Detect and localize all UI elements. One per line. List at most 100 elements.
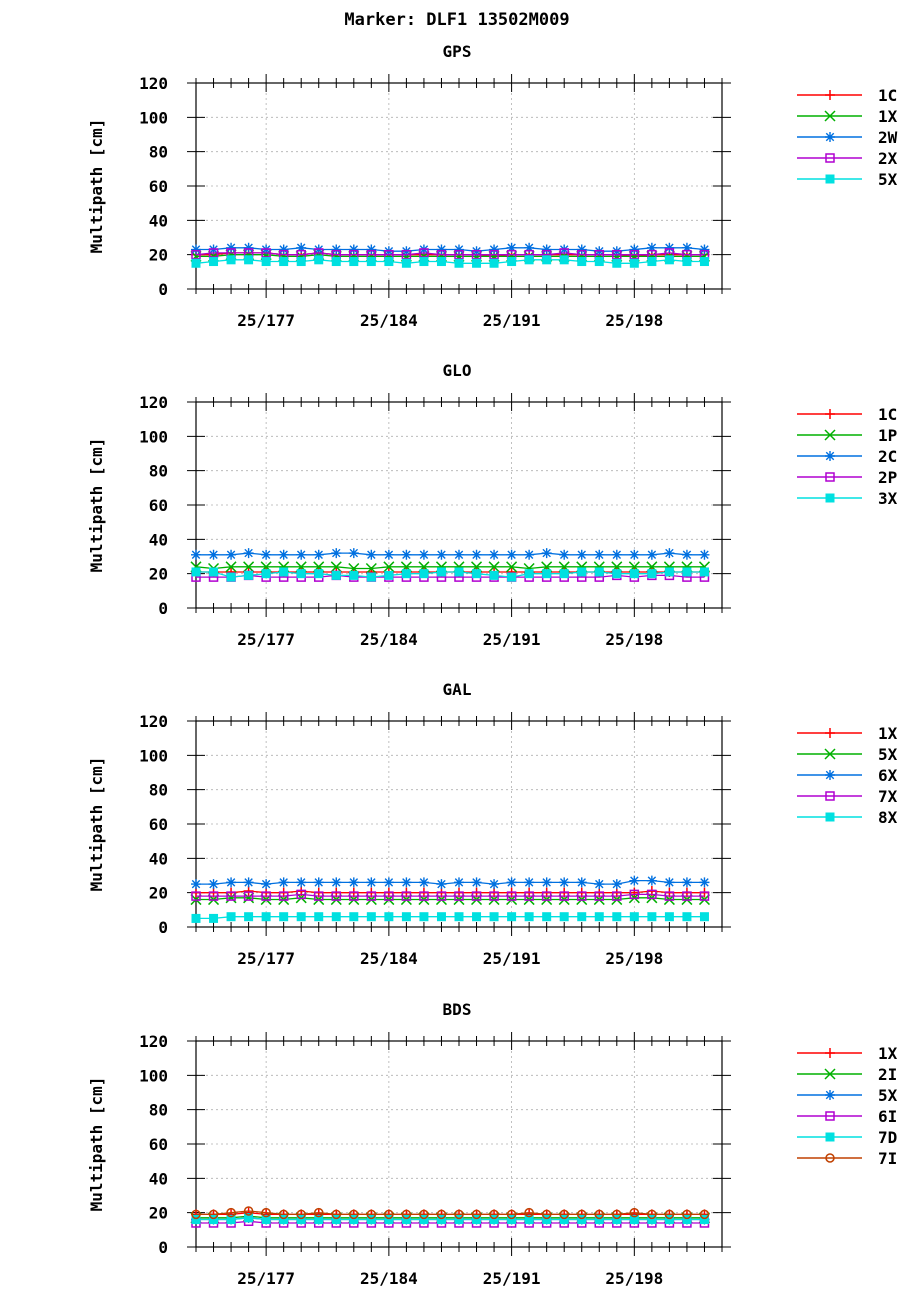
legend-label: 1X xyxy=(878,107,898,126)
data-point-6x xyxy=(646,875,657,886)
data-point-1p xyxy=(330,561,342,573)
data-point-2w xyxy=(524,242,535,253)
legend-label: 1X xyxy=(878,1044,898,1063)
data-point-7x xyxy=(366,891,377,901)
data-point-2w xyxy=(278,244,289,255)
data-point-7i xyxy=(612,1209,622,1220)
data-point-7x xyxy=(594,891,605,901)
data-point-7d xyxy=(629,1215,639,1225)
data-point-7i xyxy=(313,1207,324,1218)
legend-label: 6I xyxy=(878,1107,897,1126)
x-tick-label: 25/191 xyxy=(483,630,541,649)
data-point-5x xyxy=(577,257,587,267)
data-point-2x xyxy=(454,249,464,260)
data-point-7d xyxy=(331,1215,341,1225)
data-point-7d xyxy=(594,1215,604,1225)
data-point-5x xyxy=(191,258,201,268)
data-point-7d xyxy=(577,1215,587,1225)
data-point-6x xyxy=(541,877,552,888)
y-tick-label: 0 xyxy=(158,1238,168,1257)
data-point-6x xyxy=(506,877,517,888)
data-point-3x xyxy=(226,572,236,582)
data-point-3x xyxy=(559,569,569,579)
data-point-8x xyxy=(577,912,587,922)
x-tick-label: 25/198 xyxy=(605,311,663,330)
data-point-8x xyxy=(664,912,674,922)
data-point-7d xyxy=(507,1215,517,1225)
legend-marker xyxy=(825,812,835,822)
data-point-7d xyxy=(226,1215,236,1225)
series-line-2i xyxy=(196,1215,705,1219)
data-point-8x xyxy=(384,912,394,922)
data-point-2w xyxy=(348,244,359,255)
y-tick-label: 120 xyxy=(139,74,168,93)
data-point-1p xyxy=(488,561,500,573)
data-point-6x xyxy=(366,877,377,888)
data-point-2c xyxy=(418,549,429,560)
data-point-2x xyxy=(191,249,201,260)
data-point-3x xyxy=(699,567,709,577)
data-point-2w xyxy=(436,244,447,255)
panel-title: BDS xyxy=(443,1000,472,1019)
data-point-3x xyxy=(209,567,219,577)
data-point-7d xyxy=(542,1215,552,1225)
y-tick-label: 0 xyxy=(158,599,168,618)
x-tick-label: 25/184 xyxy=(360,1269,418,1288)
data-point-2x xyxy=(401,249,412,260)
data-point-5x xyxy=(401,258,411,268)
data-point-7i xyxy=(401,1209,412,1220)
data-point-2x xyxy=(471,249,482,260)
data-point-7d xyxy=(191,1215,201,1225)
y-axis-label: Multipath [cm] xyxy=(87,757,106,892)
data-point-7d xyxy=(472,1215,482,1225)
x-tick-label: 25/177 xyxy=(237,311,295,330)
data-point-6x xyxy=(296,877,307,888)
data-point-5x xyxy=(261,257,271,267)
data-point-8x xyxy=(191,913,201,923)
y-tick-label: 60 xyxy=(149,1135,168,1154)
data-point-7d xyxy=(261,1215,271,1225)
data-point-7d xyxy=(244,1213,254,1223)
data-point-1p xyxy=(383,561,395,573)
legend-marker xyxy=(824,1068,836,1080)
data-point-3x xyxy=(472,569,482,579)
data-point-7d xyxy=(349,1215,359,1225)
data-point-5x xyxy=(226,255,236,265)
data-point-8x xyxy=(349,912,359,922)
data-point-7i xyxy=(243,1206,254,1216)
legend-label: 7X xyxy=(878,787,898,806)
data-point-7i xyxy=(208,1209,219,1220)
x-tick-label: 25/191 xyxy=(483,311,541,330)
data-point-7d xyxy=(664,1215,674,1225)
data-point-7x xyxy=(313,891,324,901)
data-point-7x xyxy=(647,889,657,900)
legend-label: 1P xyxy=(878,426,897,445)
legend-marker xyxy=(825,409,835,419)
data-point-5x xyxy=(366,257,376,267)
legend-marker xyxy=(825,451,835,461)
data-point-7d xyxy=(401,1215,411,1225)
chart-panel-gps: GPS Multipath [cm] 0 20 40 60 80 100 120 25/177 25… xyxy=(87,42,898,330)
data-point-2c xyxy=(524,549,535,560)
legend-marker xyxy=(825,770,835,780)
data-point-2c xyxy=(261,549,272,560)
data-point-5x xyxy=(314,255,324,265)
data-point-7d xyxy=(296,1215,306,1225)
data-point-7d xyxy=(366,1215,376,1225)
data-point-3x xyxy=(647,569,657,579)
data-point-7i xyxy=(436,1209,447,1220)
data-point-5x xyxy=(454,258,464,268)
data-point-2c xyxy=(208,549,219,560)
y-tick-label: 20 xyxy=(149,1204,168,1223)
legend-label: 1C xyxy=(878,405,897,424)
data-point-2c xyxy=(243,548,254,559)
data-point-7d xyxy=(209,1215,219,1225)
data-point-3x xyxy=(191,567,201,577)
x-tick-label: 25/177 xyxy=(237,1269,295,1288)
legend-marker xyxy=(825,728,835,738)
y-tick-label: 20 xyxy=(149,246,168,265)
data-point-8x xyxy=(682,912,692,922)
data-point-3x xyxy=(436,567,446,577)
data-point-8x xyxy=(244,912,254,922)
